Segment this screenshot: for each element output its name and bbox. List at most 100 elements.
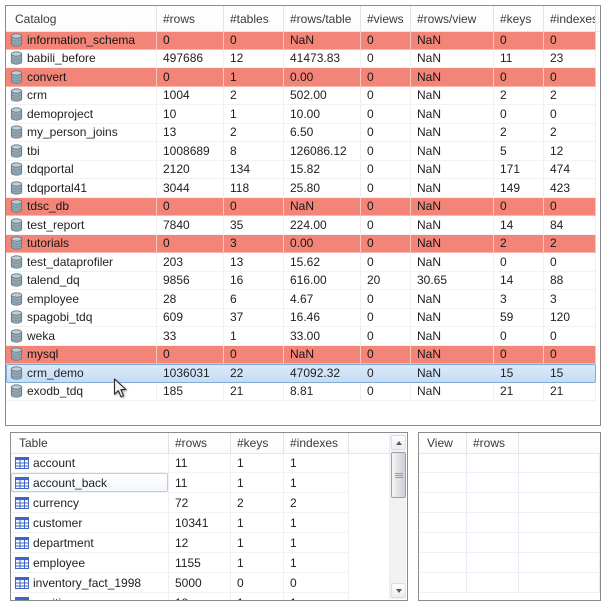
column-header-rows-table[interactable]: #rows/table: [284, 6, 361, 31]
catalog-row-value: 0: [224, 197, 284, 216]
column-header-table-indexes[interactable]: #indexes: [284, 433, 349, 453]
database-icon: [10, 88, 23, 102]
scroll-up-button[interactable]: [391, 435, 406, 450]
view-row-list: [419, 453, 600, 593]
view-empty-cell: [467, 493, 519, 513]
column-header-table[interactable]: Table: [11, 433, 169, 453]
table-row[interactable]: employee 1155 1 1: [11, 553, 390, 573]
catalog-row-value: 12: [224, 49, 284, 68]
table-row-name-cell: currency: [11, 493, 169, 513]
table-row-value: 12: [169, 533, 231, 553]
column-header-table-keys[interactable]: #keys: [231, 433, 284, 453]
table-row[interactable]: inventory_fact_1998 5000 0 0: [11, 573, 390, 593]
view-empty-row: [419, 473, 600, 493]
catalog-row-value: 423: [544, 179, 596, 198]
database-icon: [10, 384, 23, 398]
catalog-row-value: 23: [544, 49, 596, 68]
table-row-name-cell: account: [11, 453, 169, 473]
catalog-row-value: NaN: [411, 327, 494, 346]
view-empty-row: [419, 573, 600, 593]
catalog-row-value: 3: [544, 290, 596, 309]
table-row-value: 1155: [169, 553, 231, 573]
catalog-row-value: NaN: [411, 160, 494, 179]
table-row-value: 10341: [169, 513, 231, 533]
table-row[interactable]: account_back 11 1 1: [11, 473, 390, 493]
table-panel-scrollbar[interactable]: [389, 434, 406, 599]
catalog-row-value: 8: [224, 142, 284, 161]
catalog-name: demoproject: [27, 106, 94, 121]
column-header-view-rows[interactable]: #rows: [467, 433, 519, 453]
view-empty-cell: [519, 493, 600, 513]
catalog-row-value: 10.00: [284, 105, 361, 124]
catalog-row[interactable]: convert 0 1 0.00 0 NaN 0 0: [6, 68, 596, 87]
table-row-name-cell: department: [11, 533, 169, 553]
catalog-row[interactable]: employee 28 6 4.67 0 NaN 3 3: [6, 290, 596, 309]
catalog-row-value: 16: [224, 271, 284, 290]
table-row[interactable]: customer 10341 1 1: [11, 513, 390, 533]
catalog-row[interactable]: exodb_tdq 185 21 8.81 0 NaN 21 21: [6, 382, 596, 401]
catalog-row-value: NaN: [411, 345, 494, 364]
catalog-row[interactable]: information_schema 0 0 NaN 0 NaN 0 0: [6, 31, 596, 50]
catalog-row-value: NaN: [284, 197, 361, 216]
catalog-row-value: 0: [361, 179, 411, 198]
catalog-row[interactable]: tdsc_db 0 0 NaN 0 NaN 0 0: [6, 197, 596, 216]
table-row-value: 1: [231, 513, 284, 533]
catalog-row-value: 84: [544, 216, 596, 235]
catalog-row[interactable]: talend_dq 9856 16 616.00 20 30.65 14 88: [6, 271, 596, 290]
catalog-row[interactable]: test_dataprofiler 203 13 15.62 0 NaN 0 0: [6, 253, 596, 272]
scroll-down-button[interactable]: [391, 583, 406, 598]
catalog-row-value: 59: [494, 308, 544, 327]
column-header-rows[interactable]: #rows: [157, 6, 224, 31]
catalog-row[interactable]: crm 1004 2 502.00 0 NaN 2 2: [6, 86, 596, 105]
catalog-row-value: 6.50: [284, 123, 361, 142]
database-icon: [10, 107, 23, 121]
catalog-row-value: 5: [494, 142, 544, 161]
catalog-row[interactable]: crm_demo 1036031 22 47092.32 0 NaN 15 15: [6, 364, 596, 383]
table-row[interactable]: position1811: [11, 593, 390, 600]
scrollbar-thumb[interactable]: [391, 452, 406, 498]
column-header-view[interactable]: View: [419, 433, 467, 453]
catalog-row[interactable]: test_report 7840 35 224.00 0 NaN 14 84: [6, 216, 596, 235]
catalog-row[interactable]: tdqportal41 3044 118 25.80 0 NaN 149 423: [6, 179, 596, 198]
column-header-indexes[interactable]: #indexes: [544, 6, 596, 31]
catalog-row[interactable]: demoproject 10 1 10.00 0 NaN 0 0: [6, 105, 596, 124]
table-row[interactable]: account 11 1 1: [11, 453, 390, 473]
catalog-row-value: 149: [494, 179, 544, 198]
catalog-row[interactable]: babili_before 497686 12 41473.83 0 NaN 11 23: [6, 49, 596, 68]
catalog-row[interactable]: my_person_joins 13 2 6.50 0 NaN 2 2: [6, 123, 596, 142]
catalog-row-value: 0: [544, 253, 596, 272]
view-empty-cell: [419, 453, 467, 473]
table-row-value: 0: [231, 573, 284, 593]
column-header-views[interactable]: #views: [361, 6, 411, 31]
catalog-row-name-cell: spagobi_tdq: [6, 308, 157, 327]
column-header-rows-view[interactable]: #rows/view: [411, 6, 494, 31]
catalog-row[interactable]: weka 33 1 33.00 0 NaN 0 0: [6, 327, 596, 346]
catalog-row[interactable]: tdqportal 2120 134 15.82 0 NaN 171 474: [6, 160, 596, 179]
catalog-row[interactable]: mysql 0 0 NaN 0 NaN 0 0: [6, 345, 596, 364]
catalog-row-value: 0: [157, 234, 224, 253]
catalog-row-value: 1004: [157, 86, 224, 105]
table-row-value: 72: [169, 493, 231, 513]
table-row[interactable]: department 12 1 1: [11, 533, 390, 553]
table-row[interactable]: currency 72 2 2: [11, 493, 390, 513]
column-header-table-rows[interactable]: #rows: [169, 433, 231, 453]
catalog-row-value: 0: [361, 345, 411, 364]
catalog-row[interactable]: spagobi_tdq 609 37 16.46 0 NaN 59 120: [6, 308, 596, 327]
catalog-row-value: 0: [494, 345, 544, 364]
column-header-keys[interactable]: #keys: [494, 6, 544, 31]
catalog-row-value: 118: [224, 179, 284, 198]
database-icon: [10, 70, 23, 84]
catalog-row[interactable]: tbi 1008689 8 126086.12 0 NaN 5 12: [6, 142, 596, 161]
database-icon: [10, 51, 23, 65]
catalog-row-value: 1008689: [157, 142, 224, 161]
table-row-name-cell: employee: [11, 553, 169, 573]
database-icon: [10, 236, 23, 250]
catalog-row[interactable]: tutorials 0 3 0.00 0 NaN 2 2: [6, 234, 596, 253]
catalog-row-value: 0: [224, 31, 284, 50]
table-name: employee: [33, 555, 86, 570]
column-header-catalog[interactable]: Catalog: [6, 6, 157, 31]
table-row-value: 1: [231, 593, 284, 600]
column-header-tables[interactable]: #tables: [224, 6, 284, 31]
catalog-row-value: 2: [544, 123, 596, 142]
catalog-row-value: 11: [494, 49, 544, 68]
